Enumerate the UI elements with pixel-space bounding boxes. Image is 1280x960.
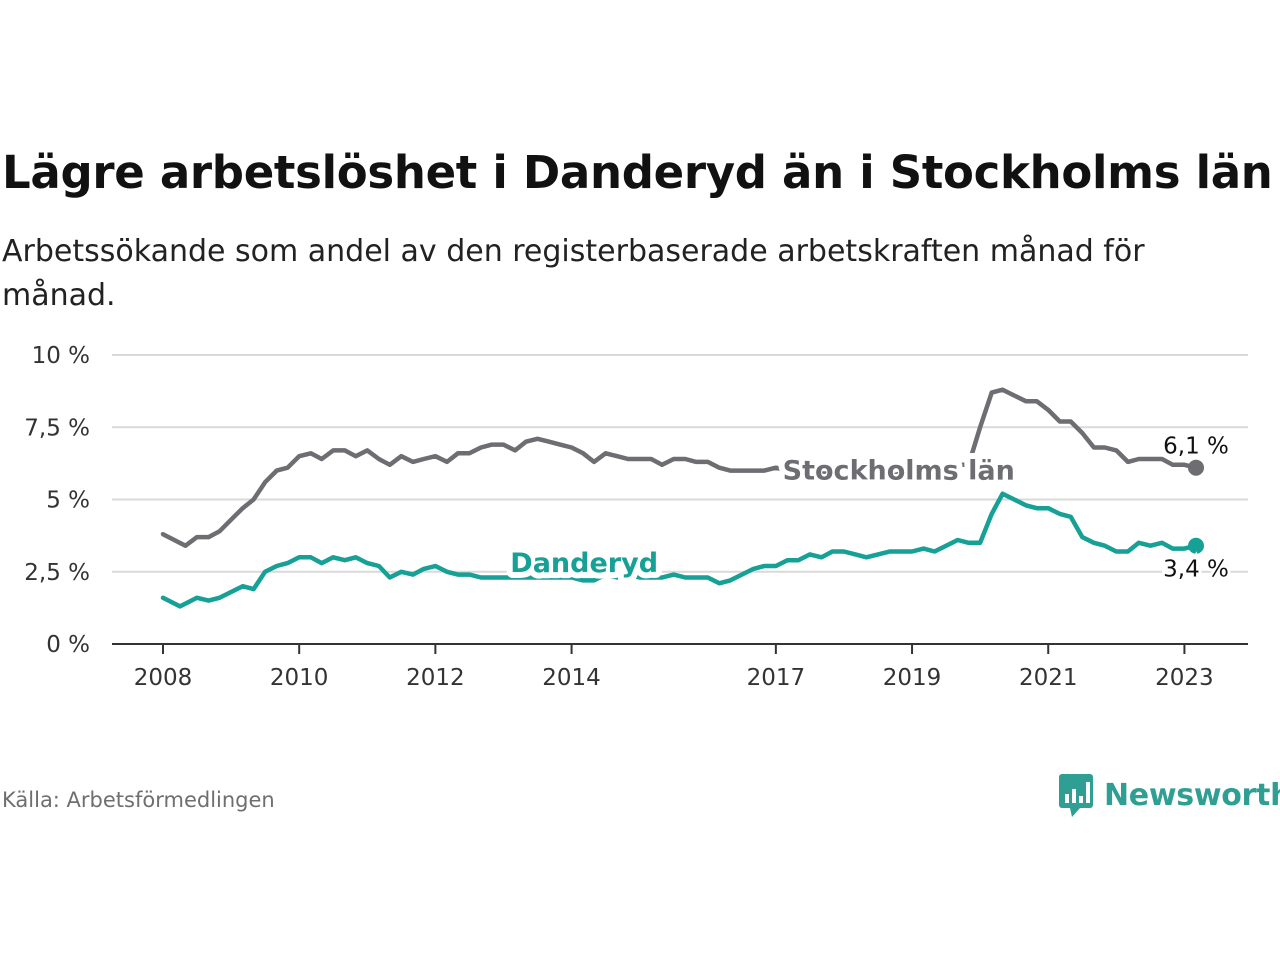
x-tick-label: 2023 (1155, 665, 1214, 691)
line-chart: 0 % 2,5 % 5 % 7,5 % 10 % 2008 2010 2012 2014 201… (24, 343, 1248, 691)
grid-lines (112, 354, 1248, 573)
x-tick-label: 2019 (883, 665, 942, 691)
series-group (160, 387, 1204, 609)
y-tick-label: 0 % (46, 632, 90, 658)
x-tick-label: 2012 (406, 665, 465, 691)
y-tick-label: 7,5 % (24, 415, 90, 441)
newsworthy-logo-icon (1059, 774, 1093, 817)
x-tick-label: 2017 (747, 665, 806, 691)
series-end-marker (1188, 459, 1204, 476)
chart-subtitle: Arbetssökande som andel av den registerb… (2, 234, 1145, 313)
y-axis: 0 % 2,5 % 5 % 7,5 % 10 % (24, 343, 90, 658)
series-labels: 6,1 % 3,4 % Stockholms län Danderyd (504, 431, 1232, 586)
y-tick-label: 2,5 % (24, 560, 90, 586)
series-name-label: Danderyd (510, 548, 658, 579)
newsworthy-brand[interactable]: Newsworthy (1058, 772, 1280, 818)
series-line-danderyd (160, 491, 1199, 609)
series-end-label: 3,4 % (1163, 557, 1229, 583)
series-end-marker (1188, 537, 1204, 554)
x-tick-label: 2021 (1019, 665, 1078, 691)
x-tick-label: 2010 (270, 665, 329, 691)
x-tick-label: 2014 (542, 665, 601, 691)
y-tick-label: 10 % (32, 343, 90, 369)
source-note: Källa: Arbetsförmedlingen (2, 788, 275, 812)
series-end-label: 6,1 % (1163, 434, 1229, 460)
y-tick-label: 5 % (46, 488, 90, 514)
series-line-stockholm (160, 387, 1199, 548)
series-name-label: Stockholms län (783, 456, 1015, 487)
x-axis: 2008 2010 2012 2014 2017 2019 2021 2023 (112, 643, 1248, 691)
x-tick-label: 2008 (134, 665, 193, 691)
chart-title: Lägre arbetslöshet i Danderyd än i Stock… (2, 146, 1273, 199)
brand-name: Newsworthy (1104, 777, 1280, 813)
